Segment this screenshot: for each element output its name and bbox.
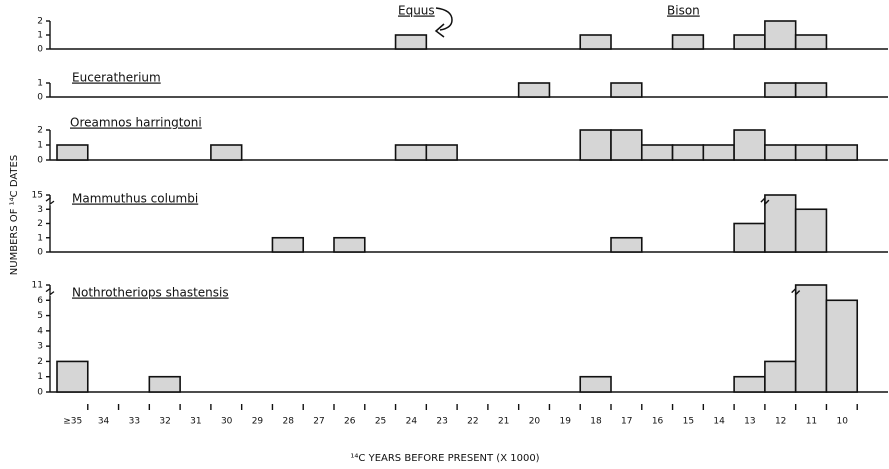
x-axis-label: ¹⁴C YEARS BEFORE PRESENT (X 1000) (350, 453, 539, 464)
bar (733, 129, 766, 161)
y-tick-label: 5 (37, 311, 43, 321)
x-tick-label: 17 (621, 417, 632, 427)
series-name: Nothrotheriops shastensis (72, 286, 229, 300)
y-tick-label: 1 (37, 79, 43, 89)
bar (825, 299, 859, 393)
bar (764, 20, 797, 50)
bar (610, 82, 643, 98)
y-tick-label: 0 (37, 93, 43, 103)
y-tick-label: 6 (37, 296, 43, 306)
x-tick-label: 11 (806, 417, 817, 427)
y-tick-label: 11 (32, 281, 43, 291)
bar (733, 222, 766, 253)
series-name: Euceratherium (72, 71, 161, 85)
bar (579, 34, 612, 50)
series-name: Bison (667, 4, 700, 18)
x-tick-label: 21 (498, 417, 509, 427)
series-name: Equus (398, 4, 435, 18)
x-tick-label: 30 (221, 417, 233, 427)
bar (148, 375, 181, 393)
bar (794, 144, 828, 161)
y-tick-label: 2 (37, 357, 43, 367)
bar (271, 236, 305, 253)
y-tick-label: 0 (37, 388, 43, 398)
x-tick-label: 32 (159, 417, 170, 427)
y-tick-label: 2 (37, 17, 43, 27)
bar (702, 144, 735, 161)
bar (333, 236, 366, 253)
y-tick-label: 0 (37, 45, 43, 55)
x-tick-label: 20 (529, 417, 541, 427)
axis-break (45, 196, 55, 206)
equus-arrow (434, 7, 453, 38)
bar (764, 82, 797, 98)
series-name: Mammuthus columbi (72, 192, 198, 206)
y-tick-label: 1 (37, 233, 43, 243)
y-tick-label: 2 (37, 219, 43, 229)
y-axis-label: NUMBERS OF ¹⁴C DATES (9, 155, 20, 275)
bar (671, 34, 705, 50)
bar (733, 375, 766, 393)
x-tick-label: 24 (406, 417, 418, 427)
y-tick-label: 1 (37, 372, 43, 382)
bar (671, 144, 705, 161)
y-tick-label: 15 (32, 191, 43, 201)
y-tick-label: 2 (37, 126, 43, 136)
x-tick-label: 16 (652, 417, 664, 427)
bar (764, 360, 797, 393)
x-tick-label: 18 (590, 417, 602, 427)
y-tick-label: 3 (37, 205, 43, 215)
y-tick-label: 4 (37, 326, 43, 336)
series-name: Oreamnos harringtoni (70, 116, 202, 130)
bar (394, 144, 428, 161)
bar (425, 144, 458, 161)
bar (794, 34, 828, 50)
bar (56, 360, 89, 393)
bar (394, 34, 428, 50)
bar (825, 144, 859, 161)
x-tick-label: 14 (713, 417, 725, 427)
bar (579, 375, 612, 393)
x-tick-label: ≥35 (63, 417, 82, 427)
x-tick-label: 25 (375, 417, 386, 427)
bar (794, 82, 828, 98)
bar-break (760, 196, 770, 206)
y-tick-label: 1 (37, 31, 43, 41)
bar (794, 208, 828, 253)
x-tick-label: 26 (344, 417, 356, 427)
x-tick-label: 31 (190, 417, 201, 427)
x-tick-label: 29 (252, 417, 264, 427)
y-tick-label: 0 (37, 248, 43, 258)
y-tick-label: 1 (37, 141, 43, 151)
bar (764, 194, 797, 253)
x-tick-label: 34 (98, 417, 110, 427)
bar (579, 129, 612, 161)
x-tick-label: 23 (436, 417, 447, 427)
x-tick-label: 10 (836, 417, 848, 427)
y-tick-label: 3 (37, 342, 43, 352)
bar-break (791, 286, 801, 297)
bar (210, 144, 243, 161)
bar (610, 236, 643, 253)
x-tick-label: 19 (559, 417, 571, 427)
y-tick-label: 0 (37, 156, 43, 166)
axis-break (45, 287, 55, 296)
x-tick-label: 28 (282, 417, 294, 427)
bar (794, 284, 828, 393)
x-tick-label: 13 (744, 417, 755, 427)
x-tick-label: 27 (313, 417, 324, 427)
x-tick-label: 12 (775, 417, 786, 427)
bar (764, 144, 797, 161)
bar (517, 82, 551, 98)
bar (640, 144, 674, 161)
x-tick-label: 15 (683, 417, 694, 427)
bar (733, 34, 766, 50)
x-tick-label: 33 (129, 417, 140, 427)
bar (610, 129, 643, 161)
bar (56, 144, 89, 161)
x-tick-label: 22 (467, 417, 478, 427)
